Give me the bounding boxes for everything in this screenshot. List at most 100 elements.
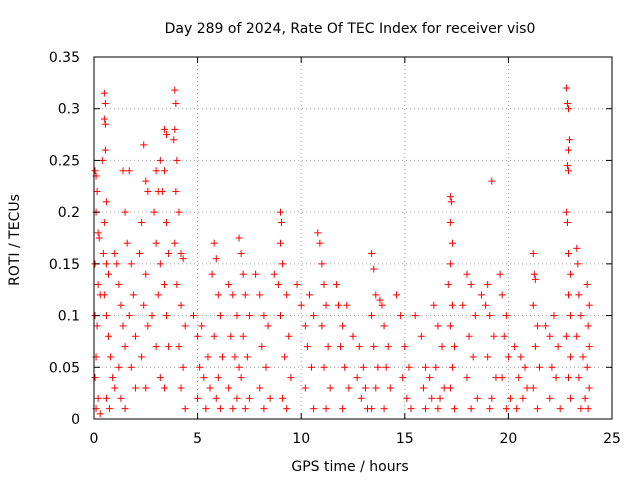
data-point xyxy=(125,167,133,175)
data-point xyxy=(260,405,268,413)
data-point xyxy=(109,374,117,382)
data-point xyxy=(535,363,543,371)
data-point xyxy=(564,291,572,299)
data-point xyxy=(463,270,471,278)
data-point xyxy=(172,187,180,195)
data-point xyxy=(469,353,477,361)
data-point xyxy=(492,374,500,382)
data-point xyxy=(160,125,168,133)
data-point xyxy=(430,301,438,309)
data-point xyxy=(138,353,146,361)
data-point xyxy=(264,322,272,330)
data-point xyxy=(218,353,226,361)
data-point xyxy=(181,405,189,413)
data-point xyxy=(448,239,456,247)
data-point xyxy=(473,394,481,402)
data-point xyxy=(546,394,554,402)
data-point xyxy=(506,394,514,402)
data-point xyxy=(117,301,125,309)
data-point xyxy=(484,281,492,289)
data-point xyxy=(202,405,210,413)
data-point xyxy=(160,384,168,392)
data-point xyxy=(517,353,525,361)
data-point xyxy=(177,384,185,392)
data-point xyxy=(194,394,202,402)
grid-lines xyxy=(94,57,612,419)
data-point xyxy=(368,312,376,320)
data-point xyxy=(343,301,351,309)
data-point xyxy=(152,167,160,175)
data-point xyxy=(131,384,139,392)
data-point xyxy=(303,343,311,351)
data-point xyxy=(262,363,270,371)
data-point xyxy=(285,332,293,340)
data-point xyxy=(426,374,434,382)
data-point xyxy=(550,312,558,320)
data-point xyxy=(196,363,204,371)
data-point xyxy=(326,384,334,392)
data-point xyxy=(378,301,386,309)
data-point xyxy=(567,270,575,278)
data-point xyxy=(546,332,554,340)
data-point xyxy=(127,260,135,268)
data-point xyxy=(567,394,575,402)
data-point xyxy=(241,291,249,299)
data-point xyxy=(99,250,107,258)
data-point xyxy=(502,405,510,413)
data-point xyxy=(357,394,365,402)
data-point xyxy=(278,218,286,226)
data-point xyxy=(575,374,583,382)
data-point xyxy=(148,312,156,320)
data-point xyxy=(131,332,139,340)
data-point xyxy=(374,363,382,371)
y-tick-label: 0.3 xyxy=(58,102,80,118)
data-point xyxy=(158,187,166,195)
data-point xyxy=(121,405,129,413)
data-point xyxy=(574,260,582,268)
data-point xyxy=(276,239,284,247)
axis-ticks: 0 5 10 15 20 25 0 0.05 0.1 0.15 0.2 0.25 0.3 0.35 xyxy=(49,50,621,447)
data-point xyxy=(140,301,148,309)
data-point xyxy=(459,301,467,309)
data-point xyxy=(446,218,454,226)
data-point xyxy=(156,260,164,268)
data-point xyxy=(173,281,181,289)
data-point xyxy=(564,250,572,258)
data-point xyxy=(172,100,180,108)
data-point xyxy=(125,312,133,320)
y-tick-label: 0.15 xyxy=(49,257,80,273)
data-point xyxy=(438,343,446,351)
data-point xyxy=(237,250,245,258)
data-point xyxy=(119,322,127,330)
data-point xyxy=(401,343,409,351)
data-point xyxy=(102,198,110,206)
data-point xyxy=(233,394,241,402)
data-point xyxy=(279,260,287,268)
data-point xyxy=(513,405,521,413)
data-point xyxy=(239,270,247,278)
data-point xyxy=(500,332,508,340)
data-point xyxy=(447,198,455,206)
data-point xyxy=(417,332,425,340)
data-point xyxy=(562,208,570,216)
data-point xyxy=(270,270,278,278)
data-point xyxy=(310,405,318,413)
data-point xyxy=(101,120,109,128)
y-tick-label: 0.05 xyxy=(49,360,80,376)
y-tick-label: 0.2 xyxy=(58,205,80,221)
data-point xyxy=(163,312,171,320)
data-point xyxy=(488,177,496,185)
data-point xyxy=(233,312,241,320)
data-point xyxy=(107,353,115,361)
data-point xyxy=(138,218,146,226)
data-point xyxy=(194,332,202,340)
data-point xyxy=(386,384,394,392)
data-point xyxy=(353,374,361,382)
data-point xyxy=(111,250,119,258)
data-point xyxy=(102,394,110,402)
data-point xyxy=(345,384,353,392)
y-tick-label: 0.35 xyxy=(49,50,80,66)
data-point xyxy=(486,312,494,320)
data-point xyxy=(123,239,131,247)
